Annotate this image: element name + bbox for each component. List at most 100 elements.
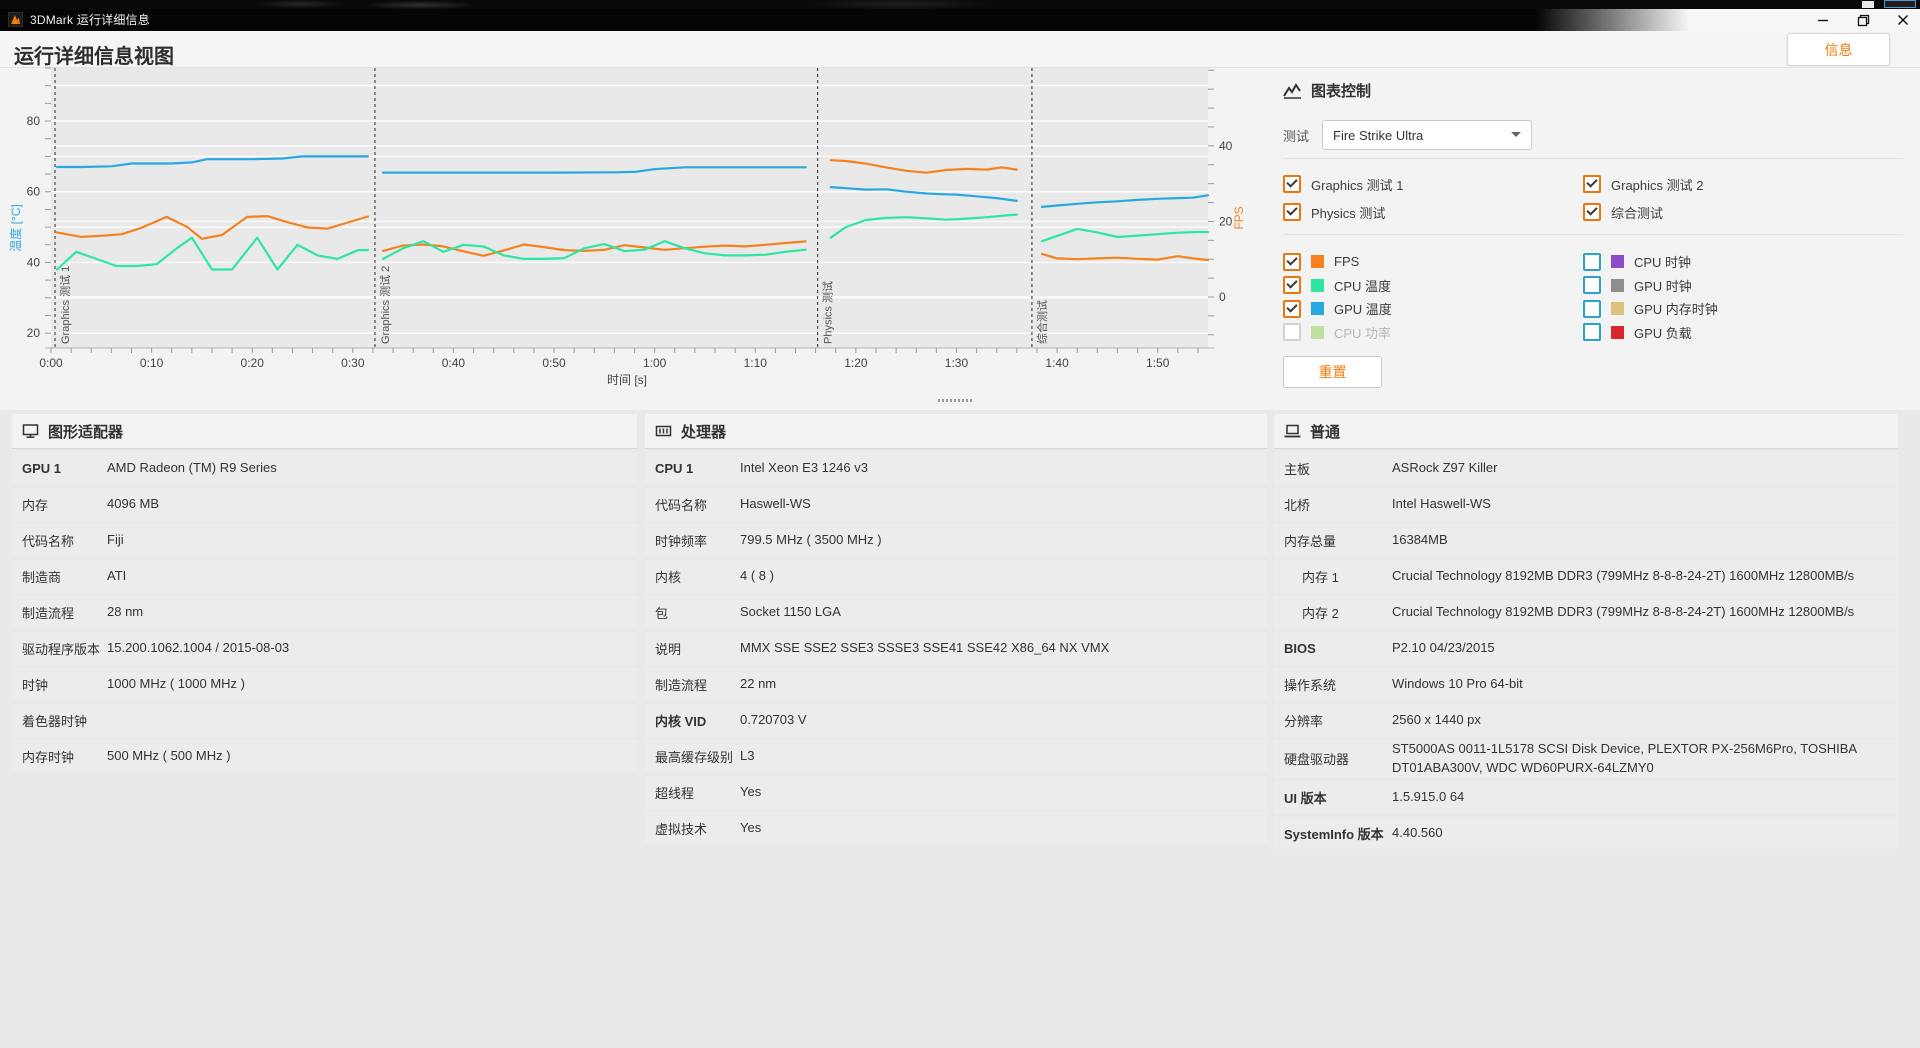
restore-button[interactable] bbox=[1856, 13, 1870, 27]
spec-label: 制造商 bbox=[22, 570, 62, 585]
spec-label: 主板 bbox=[1284, 462, 1311, 477]
spec-label: 内存 bbox=[22, 498, 49, 513]
svg-text:40: 40 bbox=[1219, 139, 1233, 153]
series-checkbox-row: CPU 功率 bbox=[1283, 321, 1583, 345]
spec-value: ST5000AS 0011-1L5178 SCSI Disk Device, P… bbox=[1392, 741, 1857, 775]
checkbox[interactable] bbox=[1283, 175, 1301, 193]
spec-row: 制造流程 28 nm bbox=[12, 596, 637, 629]
spec-row: 时钟频率 799.5 MHz ( 3500 MHz ) bbox=[645, 524, 1267, 557]
minimize-button[interactable] bbox=[1816, 13, 1830, 27]
spec-value: 4 ( 8 ) bbox=[740, 568, 774, 584]
page-title: 运行详细信息视图 bbox=[14, 46, 174, 68]
spec-label: CPU 1 bbox=[655, 461, 694, 476]
chart-controls-icon bbox=[1283, 82, 1301, 99]
spec-label: 北桥 bbox=[1284, 498, 1311, 513]
checkbox-label: CPU 温度 bbox=[1334, 278, 1392, 294]
test-checkbox-row: Graphics 测试 1 bbox=[1283, 170, 1583, 198]
spec-value: ASRock Z97 Killer bbox=[1392, 460, 1498, 476]
spec-value: Windows 10 Pro 64-bit bbox=[1392, 676, 1523, 692]
checkbox[interactable] bbox=[1283, 252, 1301, 271]
spec-row: 内存总量 16384MB bbox=[1274, 524, 1898, 557]
series-color-swatch bbox=[1311, 255, 1324, 269]
spec-label: BIOS bbox=[1284, 641, 1316, 656]
svg-text:20: 20 bbox=[27, 326, 41, 340]
spec-value: Haswell-WS bbox=[740, 496, 811, 512]
chart-controls-panel: 图表控制 测试 Fire Strike Ultra Graphics 测试 1 P… bbox=[1283, 80, 1903, 388]
spec-value: 799.5 MHz ( 3500 MHz ) bbox=[740, 532, 882, 548]
spec-value: MMX SSE SSE2 SSE3 SSSE3 SSE41 SSE42 X86_… bbox=[740, 640, 1110, 656]
checkbox[interactable] bbox=[1283, 203, 1301, 221]
checkbox-label: CPU 时钟 bbox=[1634, 255, 1692, 271]
spec-value: 16384MB bbox=[1392, 532, 1448, 548]
spec-label: 时钟频率 bbox=[655, 534, 708, 549]
spec-value: 22 nm bbox=[740, 676, 777, 692]
spec-label: 虚拟技术 bbox=[655, 822, 708, 837]
checkbox[interactable] bbox=[1583, 299, 1601, 318]
spec-value: 4096 MB bbox=[107, 496, 160, 512]
svg-text:温度 [°C]: 温度 [°C] bbox=[8, 204, 23, 251]
spec-row: 代码名称 Haswell-WS bbox=[645, 488, 1267, 521]
background-app-strip bbox=[0, 0, 1920, 9]
spec-label: 制造流程 bbox=[655, 678, 708, 693]
checkbox-label: GPU 温度 bbox=[1334, 302, 1392, 318]
reset-button[interactable]: 重置 bbox=[1283, 356, 1382, 388]
spec-row: 内核 4 ( 8 ) bbox=[645, 560, 1267, 593]
svg-text:80: 80 bbox=[27, 114, 41, 128]
spec-label: 内存 2 bbox=[1302, 606, 1339, 621]
series-checkbox-row: FPS bbox=[1283, 250, 1583, 274]
checkbox[interactable] bbox=[1283, 276, 1301, 295]
checkbox[interactable] bbox=[1283, 299, 1301, 318]
checkbox[interactable] bbox=[1583, 203, 1601, 221]
series-color-swatch bbox=[1611, 255, 1624, 269]
svg-text:1:50: 1:50 bbox=[1146, 356, 1170, 370]
svg-text:0:50: 0:50 bbox=[542, 356, 566, 370]
checkbox[interactable] bbox=[1583, 323, 1601, 342]
checkbox[interactable] bbox=[1583, 276, 1601, 295]
minimize-icon bbox=[1818, 19, 1828, 22]
svg-text:1:10: 1:10 bbox=[744, 356, 768, 370]
spec-label: 分辨率 bbox=[1284, 714, 1324, 729]
spec-value: Intel Haswell-WS bbox=[1392, 496, 1491, 512]
restore-icon bbox=[1857, 14, 1869, 26]
checkbox[interactable] bbox=[1583, 252, 1601, 271]
spec-label: UI 版本 bbox=[1284, 790, 1327, 806]
spec-value: Yes bbox=[740, 820, 762, 836]
spec-label: 内存总量 bbox=[1284, 534, 1337, 549]
spec-row: 虚拟技术 Yes bbox=[645, 812, 1267, 845]
chevron-down-icon bbox=[1511, 132, 1521, 137]
spec-row: 内存 2 Crucial Technology 8192MB DDR3 (799M… bbox=[1274, 596, 1898, 629]
svg-text:1:20: 1:20 bbox=[844, 356, 868, 370]
panel-processor: 处理器 CPU 1 Intel Xeon E3 1246 v3 代码名称 Haswell… bbox=[645, 414, 1267, 845]
panel-title: 普通 bbox=[1274, 414, 1898, 449]
spec-label: GPU 1 bbox=[22, 461, 62, 476]
spec-value: Intel Xeon E3 1246 v3 bbox=[740, 460, 868, 476]
spec-value: 1.5.915.0 64 bbox=[1392, 788, 1465, 804]
spec-value: L3 bbox=[740, 748, 755, 764]
laptop-icon bbox=[1284, 424, 1301, 438]
spec-label: 操作系统 bbox=[1284, 678, 1337, 693]
checkbox-label: Graphics 测试 1 bbox=[1311, 177, 1404, 193]
svg-text:1:30: 1:30 bbox=[945, 356, 969, 370]
spec-label: 硬盘驱动器 bbox=[1284, 752, 1350, 768]
series-color-swatch bbox=[1311, 302, 1324, 316]
background-widget bbox=[1862, 1, 1874, 8]
checkbox[interactable] bbox=[1583, 175, 1601, 193]
svg-text:0:00: 0:00 bbox=[39, 356, 63, 370]
spec-label: 内存 1 bbox=[1302, 570, 1339, 585]
spec-label: 最高缓存级别 bbox=[655, 750, 734, 765]
spec-row: 硬盘驱动器 ST5000AS 0011-1L5178 SCSI Disk Devi… bbox=[1274, 740, 1898, 778]
checkbox-label: GPU 负载 bbox=[1634, 325, 1692, 341]
svg-text:0: 0 bbox=[1219, 290, 1226, 304]
svg-text:时间 [s]: 时间 [s] bbox=[607, 373, 647, 387]
spec-value: Crucial Technology 8192MB DDR3 (799MHz 8… bbox=[1392, 604, 1855, 620]
test-select-value: Fire Strike Ultra bbox=[1333, 127, 1424, 143]
spec-label: 驱动程序版本 bbox=[22, 642, 101, 657]
series-color-swatch bbox=[1611, 302, 1624, 316]
close-button[interactable] bbox=[1896, 13, 1910, 27]
splitter-handle[interactable] bbox=[938, 399, 972, 402]
3dmark-logo-icon bbox=[8, 12, 23, 27]
test-select[interactable]: Fire Strike Ultra bbox=[1322, 120, 1532, 150]
panel-graphics-adapter: 图形适配器 GPU 1 AMD Radeon (TM) R9 Series 内存 409… bbox=[12, 414, 637, 773]
spec-row: 制造商 ATI bbox=[12, 560, 637, 593]
info-button[interactable]: 信息 bbox=[1787, 33, 1890, 66]
